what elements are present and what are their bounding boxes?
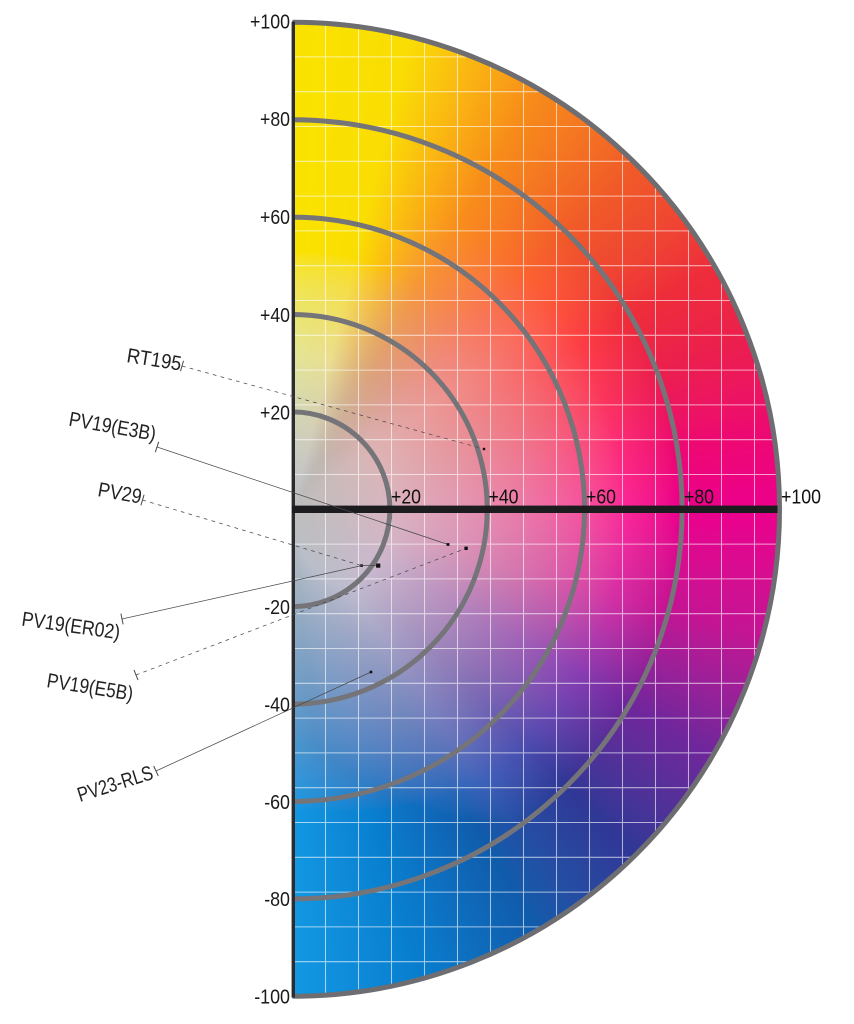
svg-text:+60: +60 — [260, 206, 290, 229]
svg-text:-40: -40 — [264, 693, 290, 716]
svg-text:PV23-RLS: PV23-RLS — [75, 761, 156, 806]
svg-text:-100: -100 — [254, 986, 290, 1009]
svg-text:-60: -60 — [264, 791, 290, 814]
svg-text:+60: +60 — [586, 486, 616, 509]
svg-text:PV19(E3B): PV19(E3B) — [67, 408, 158, 446]
svg-text:+20: +20 — [391, 486, 421, 509]
svg-text:+40: +40 — [260, 304, 290, 327]
svg-text:+80: +80 — [260, 108, 290, 131]
svg-text:+40: +40 — [489, 486, 519, 509]
svg-text:PV29: PV29 — [96, 478, 143, 508]
svg-text:PV19(E5B): PV19(E5B) — [45, 669, 135, 705]
svg-text:+100: +100 — [250, 11, 290, 34]
svg-text:+80: +80 — [684, 486, 714, 509]
svg-text:-20: -20 — [264, 596, 290, 619]
svg-text:+100: +100 — [781, 486, 821, 509]
svg-text:RT195: RT195 — [125, 344, 183, 375]
svg-text:PV19(ER02): PV19(ER02) — [20, 608, 121, 645]
svg-text:+20: +20 — [260, 401, 290, 424]
svg-text:-80: -80 — [264, 888, 290, 911]
